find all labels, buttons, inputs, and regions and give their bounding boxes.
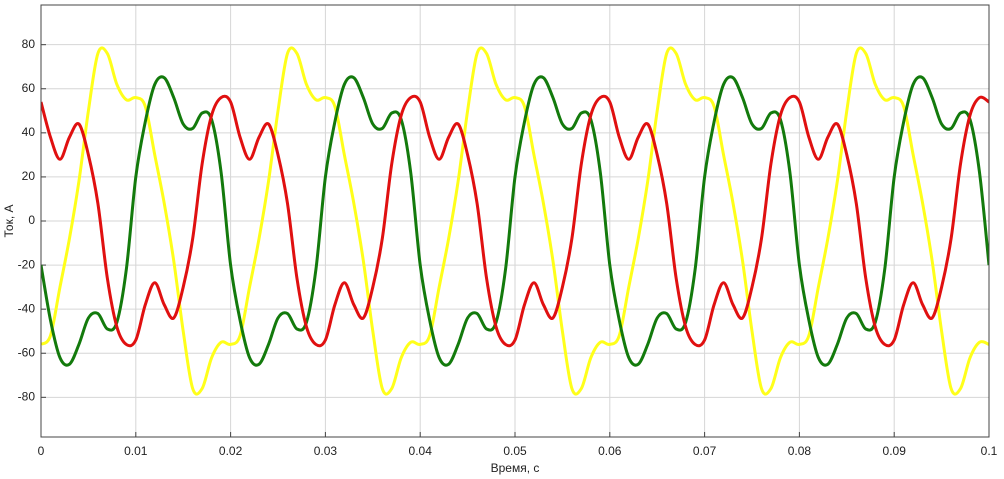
y-tick-label: 20 (22, 169, 36, 183)
lines (41, 46, 989, 396)
y-tick-label: 60 (22, 81, 36, 95)
y-tick-label: -20 (18, 257, 36, 271)
x-tick-label: 0 (38, 444, 45, 458)
x-tick-label: 0.04 (409, 444, 433, 458)
series-line (41, 75, 989, 367)
x-tick-label: 0.08 (788, 444, 812, 458)
x-tick-label: 0.03 (314, 444, 338, 458)
series-line (41, 94, 989, 348)
x-tick-label: 0.01 (124, 444, 148, 458)
y-tick-label: -40 (18, 301, 36, 315)
x-tick-label: 0.06 (598, 444, 622, 458)
x-tick-label: 0.02 (219, 444, 243, 458)
y-tick-label: 40 (22, 125, 36, 139)
x-tick-label: 0.05 (503, 444, 527, 458)
series-line (41, 46, 989, 396)
x-tick-label: 0.09 (883, 444, 907, 458)
x-tick-label: 0.07 (693, 444, 717, 458)
x-axis-label: Время, с (491, 461, 540, 475)
x-tick-label: 0.1 (981, 444, 998, 458)
y-tick-label: 0 (28, 213, 35, 227)
y-tick-label: -80 (18, 389, 36, 403)
y-tick-label: -60 (18, 345, 36, 359)
y-axis-label: Ток, А (2, 205, 16, 238)
y-tick-label: 80 (22, 37, 36, 51)
plot-frame (40, 4, 990, 438)
